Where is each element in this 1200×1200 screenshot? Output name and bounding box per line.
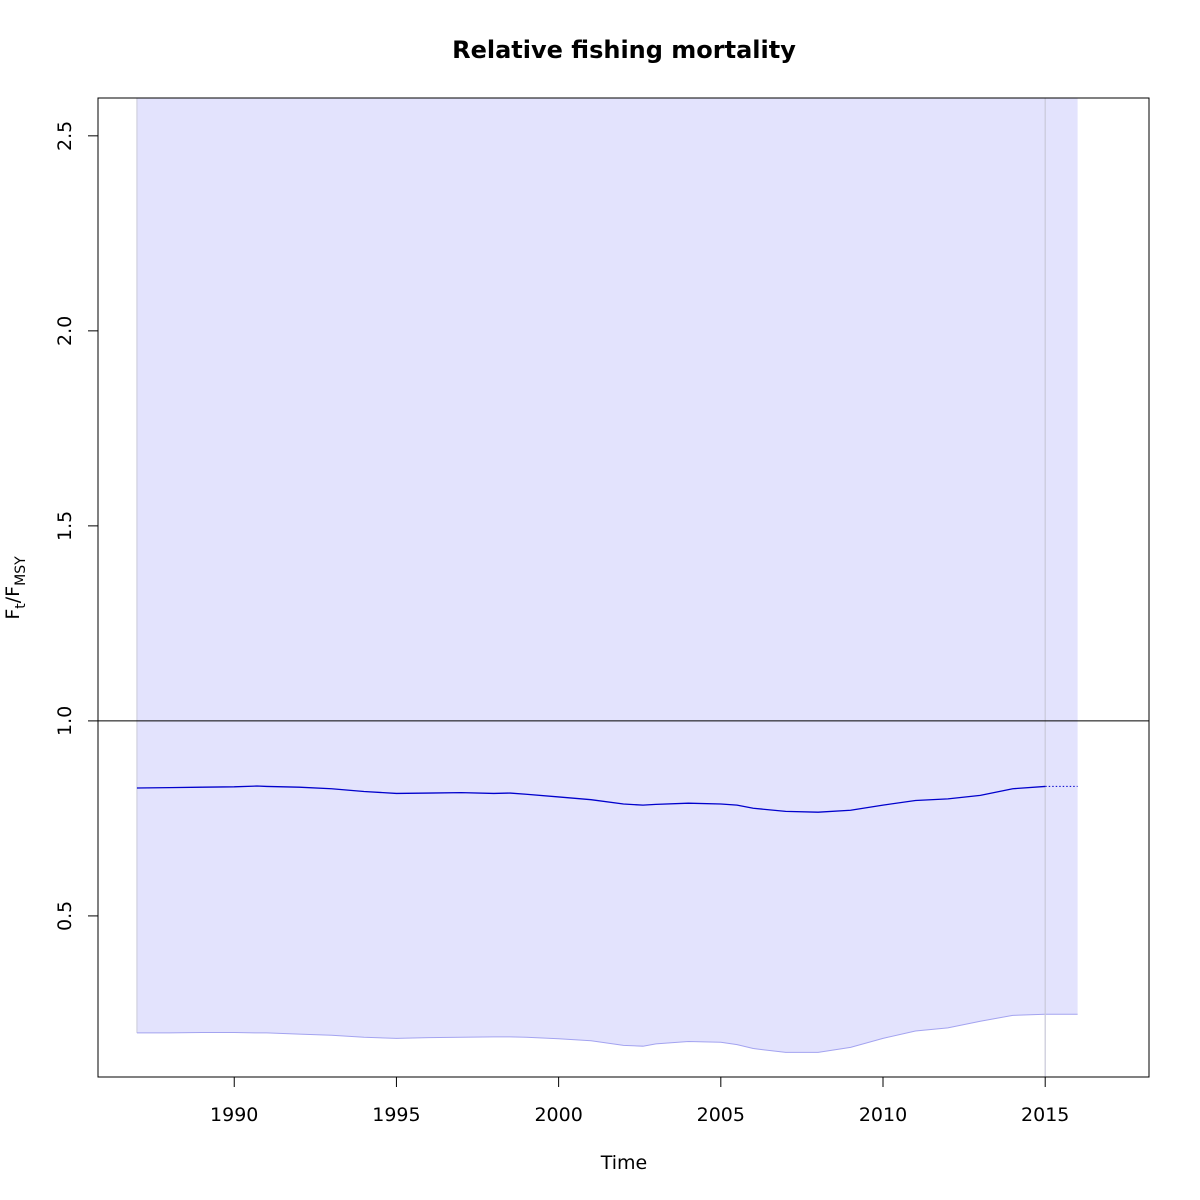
x-tick-label: 2000: [534, 1104, 582, 1126]
chart-title: Relative fishing mortality: [452, 36, 796, 64]
y-axis-label-sep: /F: [2, 586, 24, 603]
y-axis-label: Ft/FMSY: [2, 556, 29, 620]
y-tick-label: 1.0: [54, 706, 76, 736]
x-tick-label: 2005: [697, 1104, 745, 1126]
y-axis: 0.5 1.0 1.5 2.0 2.5: [54, 121, 99, 931]
lower-bound-line: [136, 1013, 1078, 1053]
y-tick-label: 2.5: [54, 121, 76, 151]
x-tick-label: 1990: [210, 1104, 258, 1126]
y-axis-label-sub2: MSY: [13, 556, 29, 586]
x-axis-label: Time: [600, 1152, 648, 1174]
x-axis: 1990 1995 2000 2005 2010 2015: [210, 1076, 1069, 1126]
x-tick-label: 1995: [372, 1104, 420, 1126]
x-tick-label: 2015: [1021, 1104, 1069, 1126]
y-tick-label: 0.5: [54, 901, 76, 931]
y-axis-label-sub1: t: [13, 603, 29, 609]
x-tick-label: 2010: [859, 1104, 907, 1126]
confidence-band: [136, 98, 1078, 1053]
y-tick-label: 1.5: [54, 511, 76, 541]
y-tick-label: 2.0: [54, 316, 76, 346]
estimate-line: [136, 785, 1046, 813]
y-axis-label-main: F: [2, 609, 24, 620]
